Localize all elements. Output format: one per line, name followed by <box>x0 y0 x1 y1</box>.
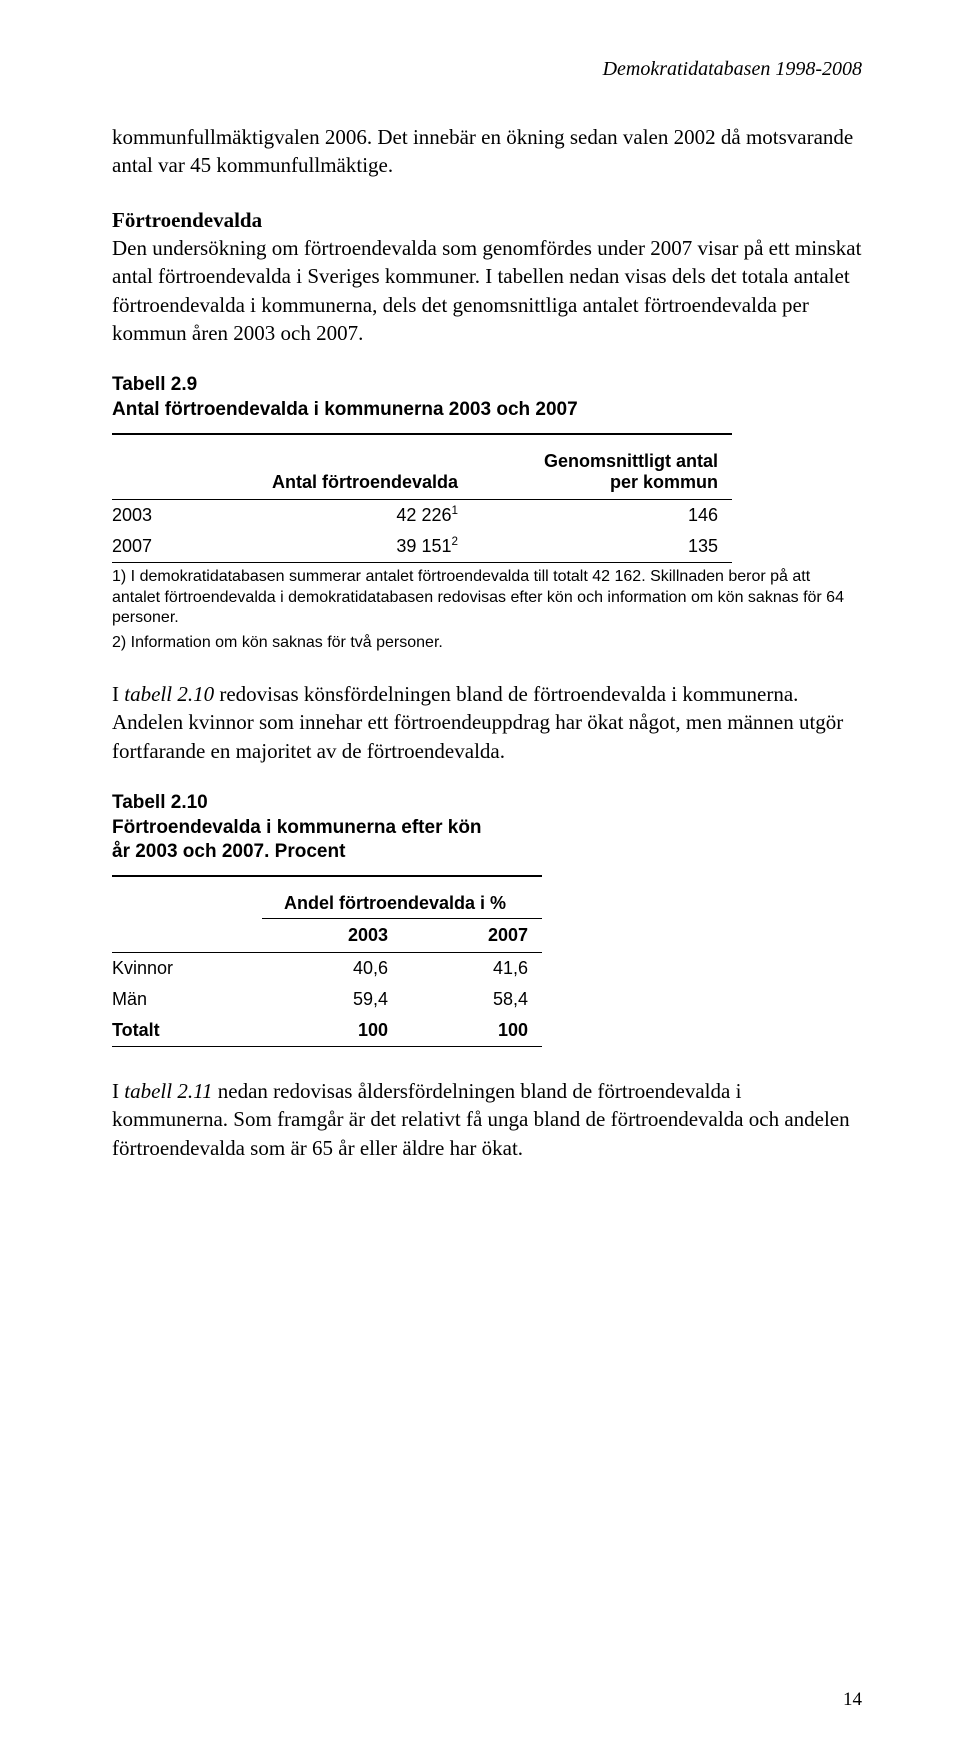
table-row: Kvinnor 40,6 41,6 <box>112 953 542 985</box>
table-2-9-number: Tabell 2.9 <box>112 373 862 398</box>
cell-year: 2007 <box>112 531 222 563</box>
cell-value: 59,4 <box>262 984 402 1015</box>
cell-count: 42 2261 <box>222 499 472 531</box>
table-2-9-footnote-1: 1) I demokratidatabasen summerar antalet… <box>112 567 862 629</box>
cell-avg: 146 <box>472 499 732 531</box>
table-2-10-title-line1: Förtroendevalda i kommunerna efter kön <box>112 816 862 841</box>
cell-label: Totalt <box>112 1015 262 1047</box>
table-2-10-number: Tabell 2.10 <box>112 791 862 816</box>
paragraph-t210-intro: I tabell 2.10 redovisas könsfördelningen… <box>112 680 862 765</box>
table-2-9-col-blank <box>112 437 222 500</box>
paragraph-fortroendevalda: Den undersökning om förtroendevalda som … <box>112 236 861 345</box>
cell-count: 39 1512 <box>222 531 472 563</box>
page-number: 14 <box>843 1689 862 1711</box>
cell-value: 41,6 <box>402 953 542 985</box>
table-row: 2003 42 2261 146 <box>112 499 732 531</box>
cell-value: 40,6 <box>262 953 402 985</box>
table-2-9-footnote-2: 2) Information om kön saknas för två per… <box>112 633 862 654</box>
table-2-9-col-antal: Antal förtroendevalda <box>222 437 472 500</box>
running-header: Demokratidatabasen 1998-2008 <box>112 58 862 81</box>
table-2-9-title: Antal förtroendevalda i kommunerna 2003 … <box>112 399 578 420</box>
table-2-9-col-avg: Genomsnittligt antalper kommun <box>472 437 732 500</box>
cell-year: 2003 <box>112 499 222 531</box>
table-row-total: Totalt 100 100 <box>112 1015 542 1047</box>
cell-label: Män <box>112 984 262 1015</box>
document-page: Demokratidatabasen 1998-2008 kommunfullm… <box>0 0 960 1751</box>
section-heading: Förtroendevalda <box>112 208 262 232</box>
table-2-10-col-2007: 2007 <box>402 919 542 953</box>
cell-label: Kvinnor <box>112 953 262 985</box>
section-fortroendevalda: Förtroendevalda Den undersökning om fört… <box>112 206 862 348</box>
cell-value: 100 <box>262 1015 402 1047</box>
table-row: Män 59,4 58,4 <box>112 984 542 1015</box>
table-2-10-caption: Tabell 2.10 Förtroendevalda i kommunerna… <box>112 791 862 865</box>
table-2-10-title-line2: år 2003 och 2007. Procent <box>112 841 345 862</box>
table-2-10: Andel förtroendevalda i % 2003 2007 Kvin… <box>112 875 542 1047</box>
table-row: 2007 39 1512 135 <box>112 531 732 563</box>
table-2-9-caption: Tabell 2.9 Antal förtroendevalda i kommu… <box>112 373 862 422</box>
cell-value: 100 <box>402 1015 542 1047</box>
table-ref-2-11: tabell 2.11 <box>124 1079 212 1103</box>
table-2-9: Antal förtroendevalda Genomsnittligt ant… <box>112 433 732 563</box>
table-ref-2-10: tabell 2.10 <box>124 682 214 706</box>
cell-avg: 135 <box>472 531 732 563</box>
cell-value: 58,4 <box>402 984 542 1015</box>
table-2-10-col-2003: 2003 <box>262 919 402 953</box>
table-2-10-span-header: Andel förtroendevalda i % <box>262 879 542 919</box>
paragraph-intro: kommunfullmäktigvalen 2006. Det innebär … <box>112 123 862 180</box>
paragraph-t211-intro: I tabell 2.11 nedan redovisas åldersförd… <box>112 1077 862 1162</box>
